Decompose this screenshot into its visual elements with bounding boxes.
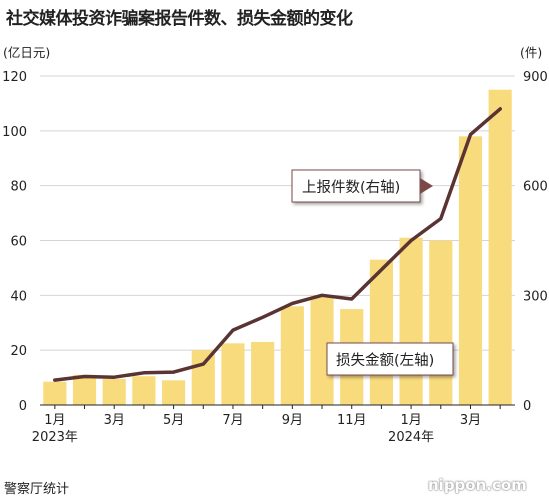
x-tick-label: 1月	[400, 413, 421, 428]
line-point	[439, 217, 443, 221]
bar	[251, 341, 275, 405]
y-left-tick-label: 120	[2, 70, 27, 85]
source-note: 警察厅统计	[4, 482, 70, 497]
y-right-tick-label: 600	[523, 180, 548, 195]
line-point	[379, 268, 383, 272]
line-point	[468, 132, 472, 136]
line-point	[83, 374, 87, 378]
axis-layer: 0 20 40 60 80 100 120 0 300 600 900 1月 2023年 3月 5月 7月 9月…	[2, 70, 548, 445]
x-tick-label: 5月	[163, 413, 184, 428]
x-tick-label: 3月	[460, 413, 481, 428]
y-right-tick-label: 0	[523, 399, 531, 414]
y-right-tick-label: 300	[523, 289, 548, 304]
bar	[369, 259, 393, 405]
line-path	[53, 107, 502, 382]
bar-series-callout-box	[326, 342, 454, 376]
bar	[280, 306, 304, 405]
bar	[191, 350, 215, 405]
bar-series-callout: 损失金额(左轴)	[326, 342, 454, 376]
y-right-tick-label: 900	[523, 70, 548, 85]
y-left-tick-label: 20	[10, 344, 27, 359]
y-left-tick-label: 60	[10, 235, 27, 250]
line-series-callout: 上报件数(右轴)	[291, 169, 433, 203]
line-point	[53, 378, 57, 382]
line-series-callout-pointer	[420, 178, 433, 194]
line-series-label: 上报件数(右轴)	[302, 179, 400, 196]
page-title: 社交媒体投资诈骗案报告件数、损失金额的变化	[6, 9, 353, 29]
watermark-logo: nippon.com	[428, 476, 527, 494]
x-tick-label: 9月	[282, 413, 303, 428]
x-tick-label: 3月	[104, 413, 125, 428]
bar	[488, 89, 512, 405]
line-point	[172, 370, 176, 374]
bar	[399, 237, 423, 405]
line-point	[112, 375, 116, 379]
x-year-label: 2024年	[388, 430, 434, 445]
x-tick-label: 7月	[222, 413, 243, 428]
line-series-callout-box	[291, 169, 421, 203]
bar	[43, 381, 67, 405]
y-left-tick-label: 0	[19, 399, 27, 414]
line-point	[290, 301, 294, 305]
line-point	[201, 362, 205, 366]
bar	[72, 374, 97, 405]
bar	[310, 295, 334, 405]
bar	[221, 343, 245, 405]
bar	[429, 240, 453, 405]
y-left-tick-label: 40	[10, 289, 27, 304]
line-point	[498, 107, 502, 111]
bar	[458, 136, 483, 406]
line-point	[231, 328, 235, 332]
line-series	[53, 107, 502, 382]
line-point	[350, 297, 354, 301]
y-right-unit: (件)	[520, 45, 542, 60]
bar	[102, 378, 126, 405]
x-year-label: 2023年	[32, 430, 78, 445]
line-point	[320, 293, 324, 297]
x-tick-label: 11月	[337, 413, 367, 428]
bar-series-label: 损失金额(左轴)	[336, 352, 434, 369]
y-left-unit: (亿日元)	[3, 45, 50, 60]
x-tick-label: 1月	[44, 413, 65, 428]
y-left-tick-label: 80	[10, 180, 27, 195]
bar	[162, 380, 186, 405]
y-left-tick-label: 100	[2, 125, 27, 140]
line-point	[409, 239, 413, 242]
line-point	[142, 371, 146, 375]
line-point	[261, 315, 265, 319]
bar	[132, 376, 156, 405]
